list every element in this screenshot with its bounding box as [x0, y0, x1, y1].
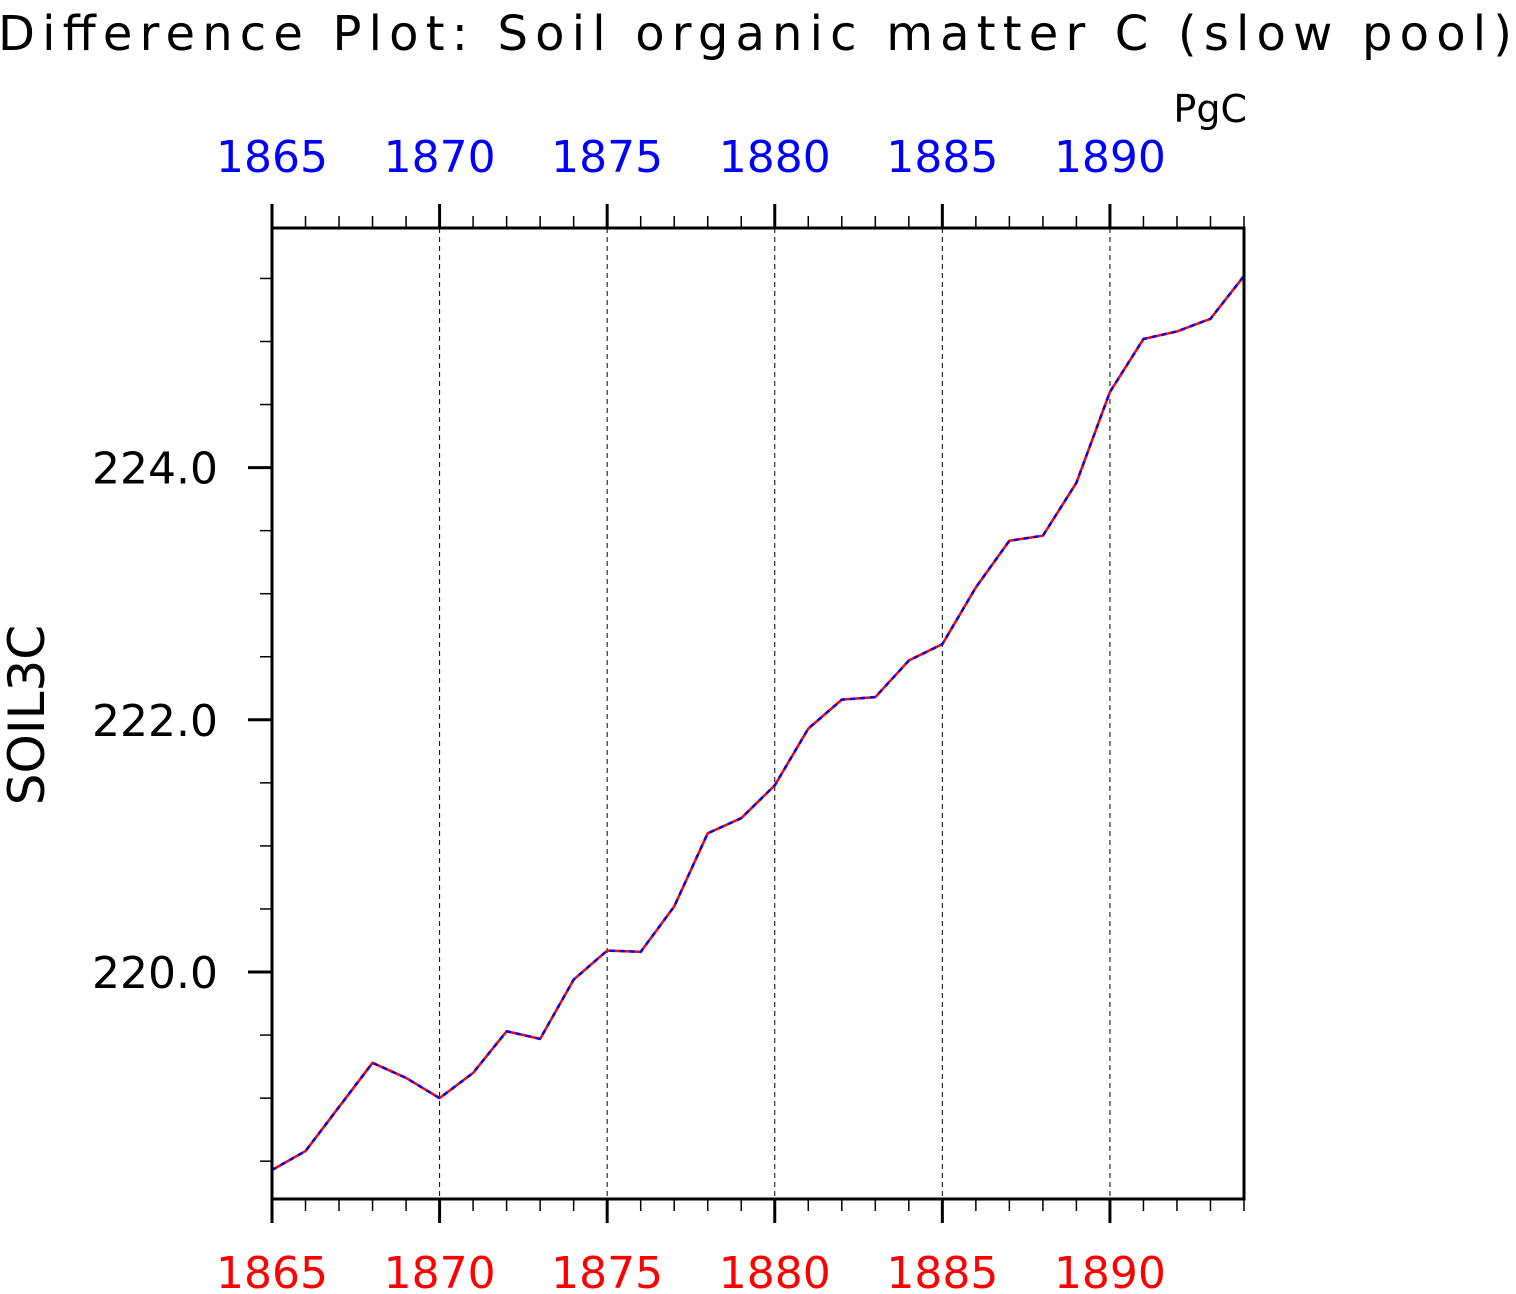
x-tick-label-top: 1890 [1054, 132, 1166, 183]
series-line-2 [271, 275, 1245, 1172]
y-axis-title: SOIL3C [0, 625, 56, 805]
plot-frame [270, 226, 1246, 1201]
x-tick-label-bottom: 1870 [384, 1248, 496, 1290]
y-tick-label: 220.0 [92, 948, 218, 999]
tick-labels: 1865 1865 1870 1870 1875 1875 1880 1880 1885 1885… [92, 132, 1166, 1294]
y-tick-label: 222.0 [92, 696, 218, 747]
series-line-1 [271, 275, 1245, 1172]
x-tick-label-top: 1880 [719, 132, 831, 183]
chart-title: Difference Plot: Soil organic matter C (… [0, 6, 1512, 62]
units-label: PgC [1173, 87, 1247, 131]
x-tick-label-bottom: 1890 [1054, 1248, 1166, 1290]
x-tick-label-top: 1865 [216, 132, 328, 183]
x-tick-label-bottom: 1885 [886, 1248, 998, 1290]
x-tick-label-bottom: 1880 [719, 1248, 831, 1290]
axes [270, 226, 1246, 1201]
y-tick-label: 224.0 [92, 444, 218, 495]
x-tick-label-top: 1885 [886, 132, 998, 183]
tick-marks [248, 204, 1245, 1223]
x-tick-label-top: 1875 [551, 132, 663, 183]
series-lines [271, 275, 1245, 1172]
x-tick-label-top: 1870 [384, 132, 496, 183]
x-tick-label-bottom: 1865 [216, 1248, 328, 1290]
grid-lines [439, 228, 1111, 1199]
x-tick-label-bottom: 1875 [551, 1248, 663, 1290]
